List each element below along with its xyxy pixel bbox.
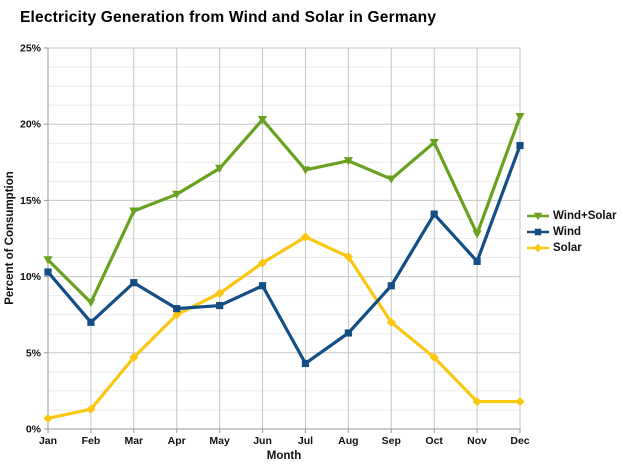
legend-item-solar: Solar: [527, 241, 616, 254]
data-point-marker: [43, 413, 53, 423]
y-tick-label: 0%: [26, 424, 42, 436]
data-point-marker: [257, 116, 268, 125]
legend-item-wind: Wind: [527, 225, 616, 238]
data-point-marker: [343, 157, 353, 166]
chart-title: Electricity Generation from Wind and Sol…: [20, 9, 437, 26]
series-line: [46, 116, 522, 306]
data-point-marker: [86, 404, 96, 414]
x-tick-label: Jan: [39, 435, 57, 447]
series-wind-plus-solar: [43, 112, 525, 308]
data-point-marker: [129, 207, 139, 216]
data-point-marker: [534, 228, 542, 235]
x-tick-label: Mar: [124, 435, 143, 447]
data-point-marker: [429, 138, 439, 148]
data-point-marker: [130, 279, 138, 287]
data-point-marker: [44, 268, 52, 276]
data-point-marker: [387, 282, 395, 290]
series-solar: [43, 232, 525, 423]
x-tick-label: Dec: [510, 435, 529, 447]
series-wind: [44, 141, 524, 368]
data-point-marker: [344, 329, 352, 337]
y-tick-label: 25%: [20, 43, 42, 55]
series-line: [46, 144, 522, 366]
x-tick-label: Nov: [467, 435, 487, 447]
legend-item-wind-plus-solar: Wind+Solar: [527, 209, 616, 222]
x-tick-label: Oct: [425, 435, 443, 447]
y-tick-label: 20%: [20, 119, 42, 131]
x-axis-title: Month: [267, 450, 301, 462]
data-point-marker: [301, 359, 310, 368]
data-point-marker: [43, 256, 53, 265]
data-point-marker: [386, 175, 396, 184]
data-point-marker: [215, 288, 225, 298]
data-point-marker: [515, 396, 525, 407]
x-tick-label: Jul: [298, 435, 313, 447]
series-line: [47, 235, 520, 420]
y-axis-title: Percent of Consumption: [4, 171, 16, 305]
data-point-marker: [472, 230, 482, 239]
data-series: [43, 112, 525, 423]
data-point-marker: [300, 232, 311, 242]
data-point-marker: [533, 243, 543, 252]
data-point-marker: [129, 352, 139, 362]
data-point-marker: [516, 141, 524, 150]
data-point-marker: [172, 190, 182, 199]
data-point-marker: [472, 396, 482, 407]
data-point-marker: [473, 257, 481, 265]
x-tick-label: Aug: [338, 435, 358, 447]
data-point-marker: [172, 310, 182, 320]
data-point-marker: [386, 317, 396, 327]
legend: Wind+Solar Wind Solar: [527, 209, 616, 254]
y-tick-label: 15%: [20, 195, 42, 207]
legend-label: Solar: [553, 241, 582, 254]
data-point-marker: [216, 301, 224, 310]
data-point-marker: [257, 258, 268, 268]
axes: [44, 47, 521, 433]
data-point-marker: [258, 282, 267, 290]
legend-marker-icon: [527, 212, 549, 220]
legend-label: Wind+Solar: [553, 209, 617, 222]
data-point-marker: [515, 112, 525, 122]
data-point-marker: [215, 164, 225, 173]
data-point-marker: [533, 212, 543, 220]
x-tick-label: May: [209, 435, 230, 447]
legend-marker-icon: [527, 243, 549, 252]
x-tick-label: Jun: [253, 435, 272, 447]
y-tick-label: 10%: [20, 271, 42, 283]
data-point-marker: [173, 305, 181, 313]
legend-marker-icon: [527, 228, 549, 235]
data-point-marker: [300, 166, 311, 175]
data-point-marker: [429, 352, 439, 362]
data-point-marker: [87, 318, 95, 326]
x-tick-label: Sep: [382, 435, 401, 447]
x-tick-label: Feb: [82, 435, 101, 447]
data-point-marker: [343, 252, 353, 262]
y-tick-label: 5%: [26, 347, 42, 359]
legend-label: Wind: [553, 225, 581, 238]
tick-labels: 0% 5% 10% 15% 20% 25% Jan Feb Mar Apr May Jun Jul Aug…: [20, 43, 530, 448]
x-tick-label: Apr: [168, 435, 186, 447]
data-point-marker: [430, 210, 438, 218]
data-point-marker: [86, 298, 96, 308]
